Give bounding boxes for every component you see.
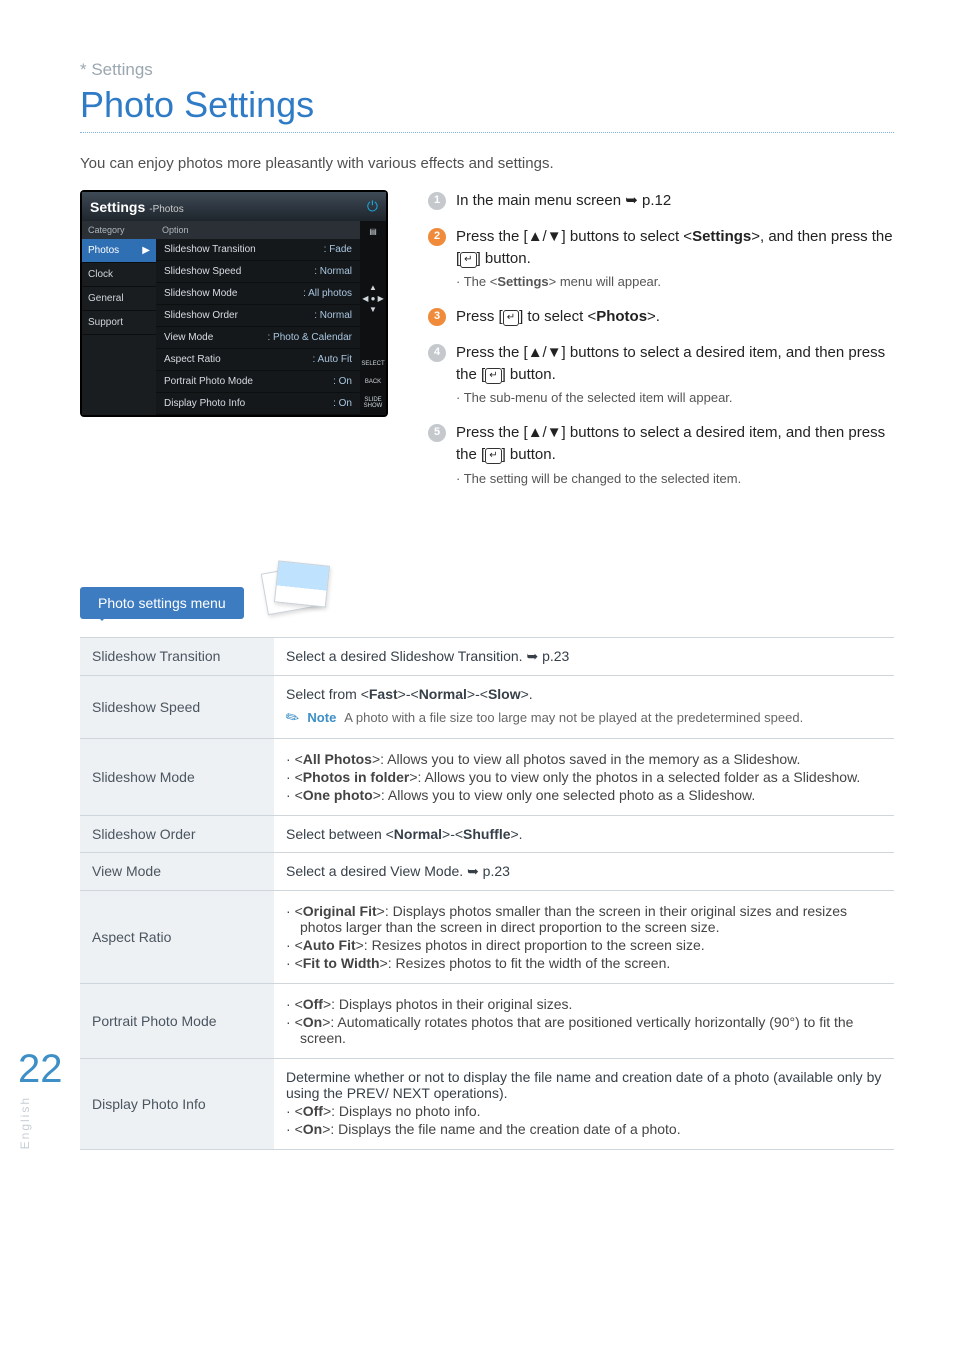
option-row: Slideshow Transition: Fade	[156, 239, 360, 261]
intro-text: You can enjoy photos more pleasantly wit…	[80, 155, 894, 172]
table-row: Slideshow Mode<All Photos>: Allows you t…	[80, 738, 894, 815]
step-bullet: 2	[428, 228, 446, 246]
table-row: Portrait Photo Mode<Off>: Displays photo…	[80, 983, 894, 1058]
option-row: Slideshow Mode: All photos	[156, 283, 360, 305]
power-icon: ⏻	[367, 198, 378, 215]
table-row: View ModeSelect a desired View Mode. ➥ p…	[80, 852, 894, 890]
table-row: Display Photo InfoDetermine whether or n…	[80, 1058, 894, 1149]
step: 2Press the [▲/▼] buttons to select <Sett…	[428, 226, 894, 292]
option-row: Portrait Photo Mode: On	[156, 371, 360, 393]
back-label: BACK	[365, 379, 381, 385]
select-label: SELECT	[361, 361, 384, 367]
setting-description: Determine whether or not to display the …	[274, 1058, 894, 1149]
section-tab: Photo settings menu	[80, 587, 244, 619]
option-row: Slideshow Speed: Normal	[156, 261, 360, 283]
settings-screenshot: ⚙ Settings -Photos ⏻ Category Photos▶Clo…	[80, 190, 388, 417]
setting-name: Slideshow Speed	[80, 675, 274, 738]
setting-description: Select a desired View Mode. ➥ p.23	[274, 852, 894, 890]
step-bullet: 1	[428, 192, 446, 210]
category-item: Support	[82, 311, 156, 335]
option-row: Aspect Ratio: Auto Fit	[156, 349, 360, 371]
category-item: Clock	[82, 263, 156, 287]
category-item: General	[82, 287, 156, 311]
setting-description: Select between <Normal>-<Shuffle>.	[274, 815, 894, 852]
setting-name: Slideshow Order	[80, 815, 274, 852]
step: 4Press the [▲/▼] buttons to select a des…	[428, 342, 894, 408]
photo-settings-table: Slideshow TransitionSelect a desired Sli…	[80, 637, 894, 1150]
setting-name: Aspect Ratio	[80, 890, 274, 983]
step-bullet: 5	[428, 424, 446, 442]
setting-name: Slideshow Transition	[80, 637, 274, 675]
steps-list: 1In the main menu screen ➥ p.12 2Press th…	[428, 190, 894, 503]
setting-description: <All Photos>: Allows you to view all pho…	[274, 738, 894, 815]
step: 5Press the [▲/▼] buttons to select a des…	[428, 422, 894, 488]
setting-description: Select from <Fast>-<Normal>-<Slow>.✎Note…	[274, 675, 894, 738]
table-row: Slideshow SpeedSelect from <Fast>-<Norma…	[80, 675, 894, 738]
page-title: Photo Settings	[80, 84, 894, 126]
option-row: Slideshow Order: Normal	[156, 305, 360, 327]
setting-description: Select a desired Slideshow Transition. ➥…	[274, 637, 894, 675]
divider	[80, 132, 894, 133]
step-bullet: 4	[428, 344, 446, 362]
setting-description: <Off>: Displays photos in their original…	[274, 983, 894, 1058]
dpad-icon: ▲◀ ● ▶▼	[362, 283, 384, 314]
category-item: Photos▶	[82, 239, 156, 263]
photo-stack-icon	[258, 559, 328, 619]
table-row: Slideshow OrderSelect between <Normal>-<…	[80, 815, 894, 852]
option-row: View Mode: Photo & Calendar	[156, 327, 360, 349]
page-number: 22 English	[18, 1047, 63, 1149]
breadcrumb: * Settings	[80, 60, 894, 80]
option-row: Display Photo Info: On	[156, 393, 360, 415]
step-bullet: 3	[428, 308, 446, 326]
setting-name: View Mode	[80, 852, 274, 890]
table-row: Slideshow TransitionSelect a desired Sli…	[80, 637, 894, 675]
step: 1In the main menu screen ➥ p.12	[428, 190, 894, 212]
slideshow-label: SLIDE SHOW	[360, 397, 386, 409]
setting-name: Display Photo Info	[80, 1058, 274, 1149]
thumb-icon: ▤	[369, 227, 377, 236]
setting-description: <Original Fit>: Displays photos smaller …	[274, 890, 894, 983]
table-row: Aspect Ratio<Original Fit>: Displays pho…	[80, 890, 894, 983]
step: 3Press [↵] to select <Photos>.	[428, 306, 894, 328]
setting-name: Portrait Photo Mode	[80, 983, 274, 1058]
setting-name: Slideshow Mode	[80, 738, 274, 815]
